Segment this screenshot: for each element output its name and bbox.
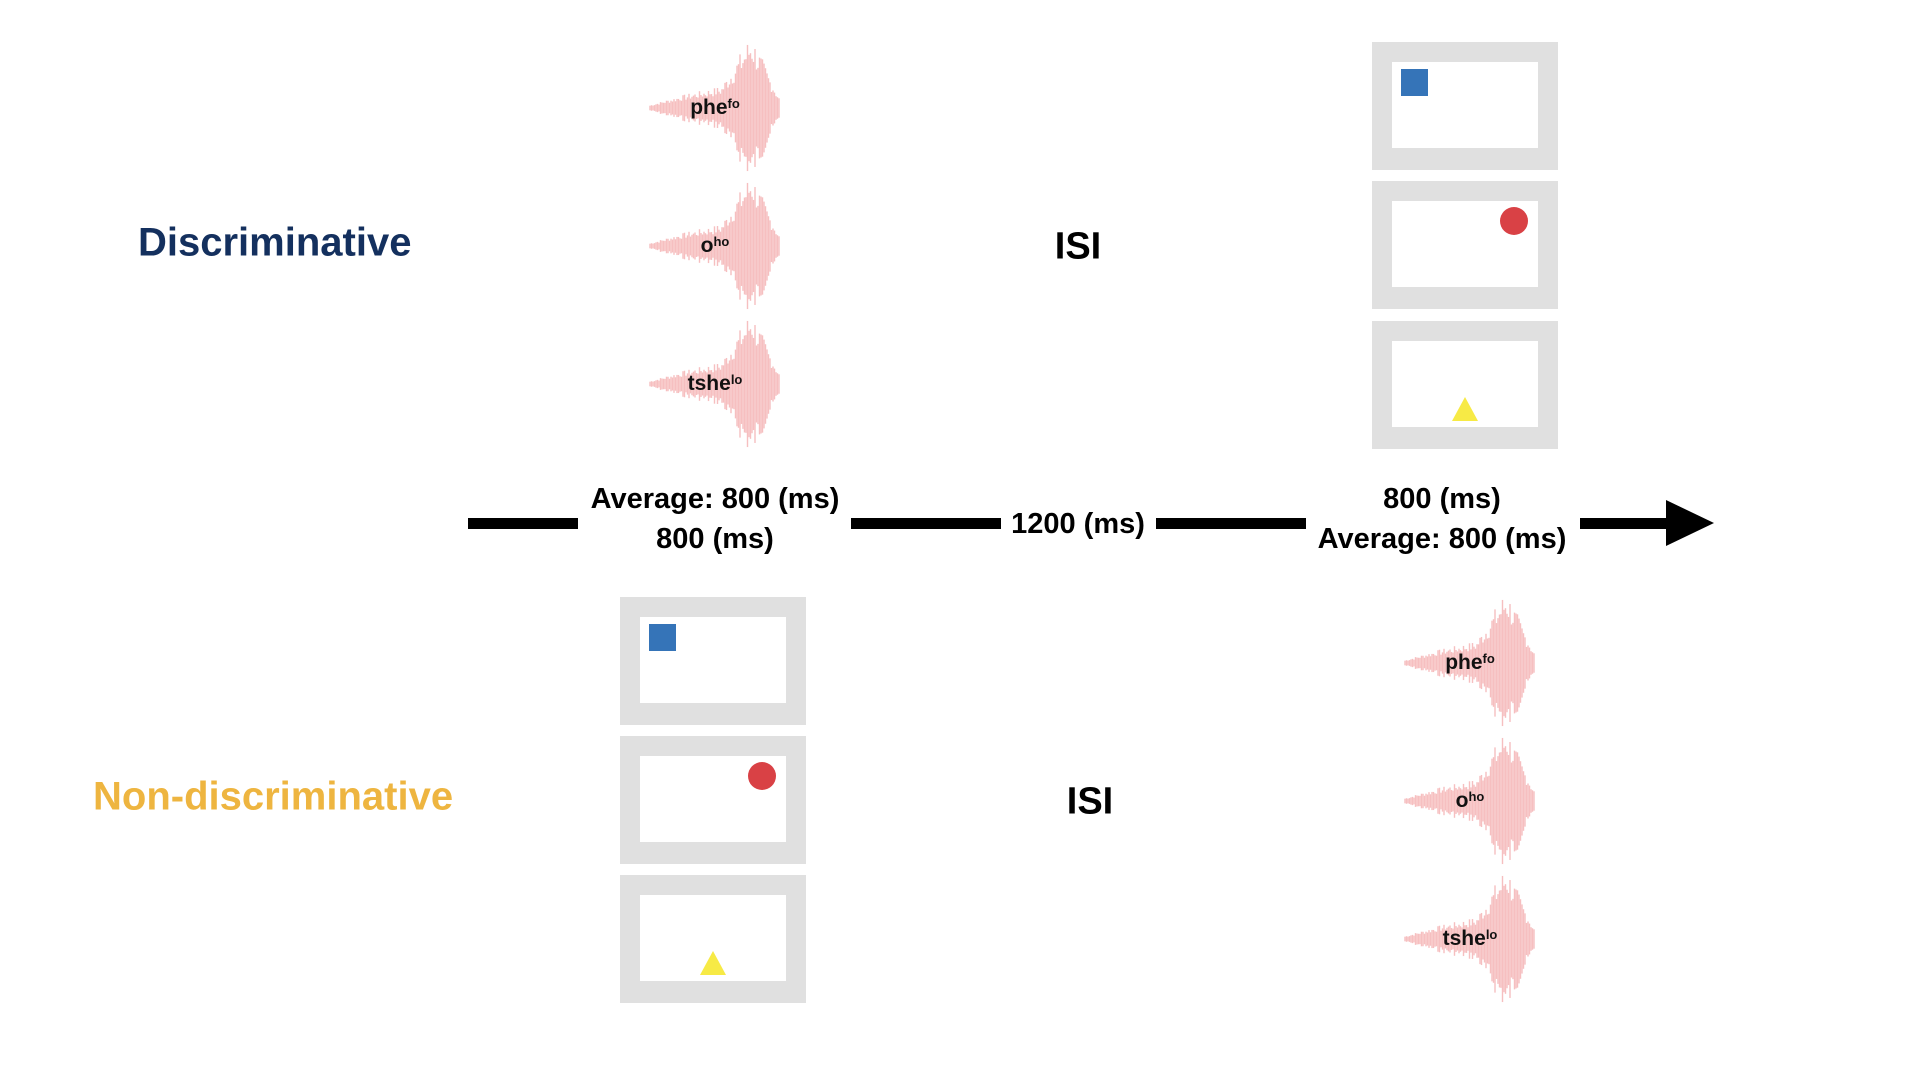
syllable-label: tshe lo <box>1442 927 1498 950</box>
waveform-icon <box>1404 875 1535 1003</box>
isi-label-top: ISI <box>1054 225 1102 268</box>
triangle-icon <box>1452 397 1478 421</box>
syllable-base: phe <box>1445 651 1483 674</box>
discriminative-sound-stimulus: o ho <box>640 171 790 321</box>
arrowhead-icon <box>1666 500 1714 546</box>
waveform-icon <box>1404 599 1535 727</box>
discriminative-sound-stimulus: tshe lo <box>640 309 790 459</box>
second-stimulus-timing: 800 (ms) Average: 800 (ms) <box>1318 479 1567 559</box>
triangle-icon <box>700 951 726 975</box>
timeline-segment-4 <box>1580 518 1672 529</box>
non-discriminative-screen-frame <box>620 875 806 1003</box>
discriminative-sound-stimulus: phe fo <box>640 33 790 183</box>
screen-area <box>640 756 786 842</box>
syllable-label: o ho <box>700 234 730 257</box>
non-discriminative-sound-stimulus: o ho <box>1395 726 1545 876</box>
first-timing-top: Average: 800 (ms) <box>590 483 840 515</box>
syllable-base: tshe <box>1442 927 1486 950</box>
timeline-segment-1 <box>468 518 578 529</box>
timeline-segment-3 <box>1156 518 1306 529</box>
non-discriminative-sound-stimulus: tshe lo <box>1395 864 1545 1014</box>
screen-area <box>1392 62 1538 148</box>
non-discriminative-sound-stimulus: phe fo <box>1395 588 1545 738</box>
second-timing-bottom: Average: 800 (ms) <box>1317 523 1567 555</box>
isi-label-bottom: ISI <box>1066 780 1114 823</box>
waveform-icon <box>649 320 780 448</box>
syllable-base: o <box>700 234 714 257</box>
discriminative-screen-frame <box>1372 321 1558 449</box>
screen-area <box>640 617 786 703</box>
waveform-icon <box>649 182 780 310</box>
first-timing-bottom: 800 (ms) <box>656 523 774 555</box>
square-icon <box>649 624 676 651</box>
discriminative-screen-frame <box>1372 181 1558 309</box>
screen-area <box>1392 201 1538 287</box>
screen-area <box>640 895 786 981</box>
syllable-label: phe fo <box>1445 651 1495 674</box>
syllable-base: o <box>1455 789 1469 812</box>
waveform-icon <box>1404 737 1535 865</box>
circle-icon <box>748 762 776 790</box>
discriminative-label: Discriminative <box>138 220 412 265</box>
square-icon <box>1401 69 1428 96</box>
non-discriminative-screen-frame <box>620 736 806 864</box>
syllable-label: o ho <box>1455 789 1485 812</box>
syllable-label: tshe lo <box>687 372 743 395</box>
non-discriminative-screen-frame <box>620 597 806 725</box>
first-stimulus-timing: Average: 800 (ms) 800 (ms) <box>591 479 840 559</box>
syllable-base: tshe <box>687 372 731 395</box>
second-timing-top: 800 (ms) <box>1383 483 1501 515</box>
screen-area <box>1392 341 1538 427</box>
discriminative-screen-frame <box>1372 42 1558 170</box>
syllable-label: phe fo <box>690 96 740 119</box>
waveform-icon <box>649 44 780 172</box>
timeline-segment-2 <box>851 518 1001 529</box>
isi-timing: 1200 (ms) <box>1011 508 1145 540</box>
syllable-base: phe <box>690 96 728 119</box>
circle-icon <box>1500 207 1528 235</box>
non-discriminative-label: Non-discriminative <box>93 774 454 819</box>
